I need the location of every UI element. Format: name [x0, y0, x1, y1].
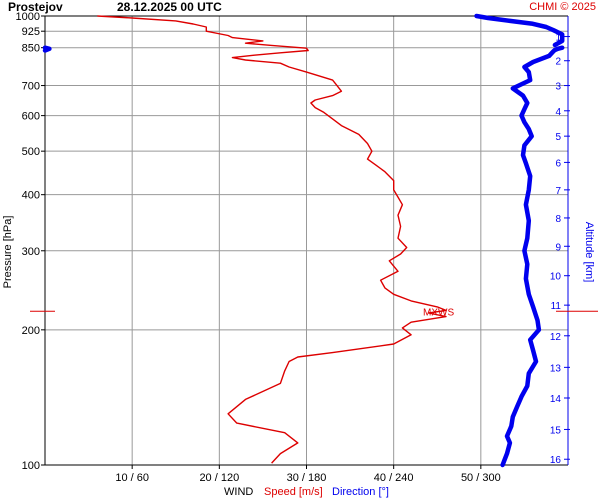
pressure-axis-label: Pressure [hPa]	[2, 216, 14, 289]
pressure-tick-label-100: 100	[22, 460, 40, 472]
altitude-tick-label-1: 1	[555, 33, 561, 44]
wind-axis: 10 / 60 20 / 120 30 / 180 40 / 240 50 / 300	[115, 465, 501, 484]
altitude-tick-label-7: 7	[555, 186, 561, 197]
altitude-tick-label-11: 11	[551, 301, 562, 312]
mxws-marker: MXWS	[30, 307, 598, 318]
pressure-tick-label-300: 300	[22, 246, 40, 258]
wind-label: WIND	[224, 486, 253, 498]
altitude-tick-label-10: 10	[550, 272, 562, 283]
altitude-tick-label-2: 2	[555, 57, 561, 68]
pressure-axis: 100 200 300 400 500 600 700 850 925 1000	[16, 11, 45, 472]
pressure-tick-label-1000: 1000	[16, 11, 40, 23]
altitude-tick-label-15: 15	[550, 425, 562, 436]
wind-tick-label-30: 30 / 180	[287, 472, 327, 484]
data-series	[42, 13, 565, 468]
altitude-axis-label: Altitude [km]	[583, 222, 595, 283]
wind-tick-label-40: 40 / 240	[374, 472, 414, 484]
altitude-tick-label-6: 6	[555, 158, 561, 169]
altitude-tick-label-8: 8	[555, 214, 561, 225]
station-title: Prostejov	[8, 0, 63, 14]
altitude-tick-label-14: 14	[550, 394, 562, 405]
altitude-tick-label-16: 16	[550, 455, 562, 466]
credit-label: CHMI © 2025	[529, 1, 596, 13]
pressure-tick-label-925: 925	[22, 26, 40, 38]
speed-label: Speed [m/s]	[264, 486, 323, 498]
direction-label: Direction [°]	[332, 486, 389, 498]
pressure-tick-label-200: 200	[22, 325, 40, 337]
direction-series-line-2	[500, 45, 565, 468]
altitude-tick-label-12: 12	[550, 332, 562, 343]
altitude-tick-label-3: 3	[555, 82, 561, 93]
altitude-tick-label-4: 4	[555, 107, 561, 118]
wind-tick-label-10: 10 / 60	[115, 472, 149, 484]
altitude-tick-label-9: 9	[555, 242, 561, 253]
direction-series-line-0	[474, 13, 565, 48]
wind-tick-label-20: 20 / 120	[199, 472, 239, 484]
pressure-tick-label-600: 600	[22, 111, 40, 123]
mxws-label: MXWS	[423, 307, 454, 318]
wind-tick-label-50: 50 / 300	[461, 472, 501, 484]
speed-series-line	[97, 15, 447, 464]
pressure-tick-label-850: 850	[22, 43, 40, 55]
grid-lines	[45, 16, 568, 465]
datetime-title: 28.12.2025 00 UTC	[117, 0, 222, 14]
pressure-tick-label-700: 700	[22, 81, 40, 93]
pressure-tick-label-400: 400	[22, 190, 40, 202]
altitude-tick-label-13: 13	[550, 363, 562, 374]
pressure-tick-label-500: 500	[22, 146, 40, 158]
direction-series-line-1	[42, 45, 52, 53]
altitude-tick-label-5: 5	[555, 132, 561, 143]
